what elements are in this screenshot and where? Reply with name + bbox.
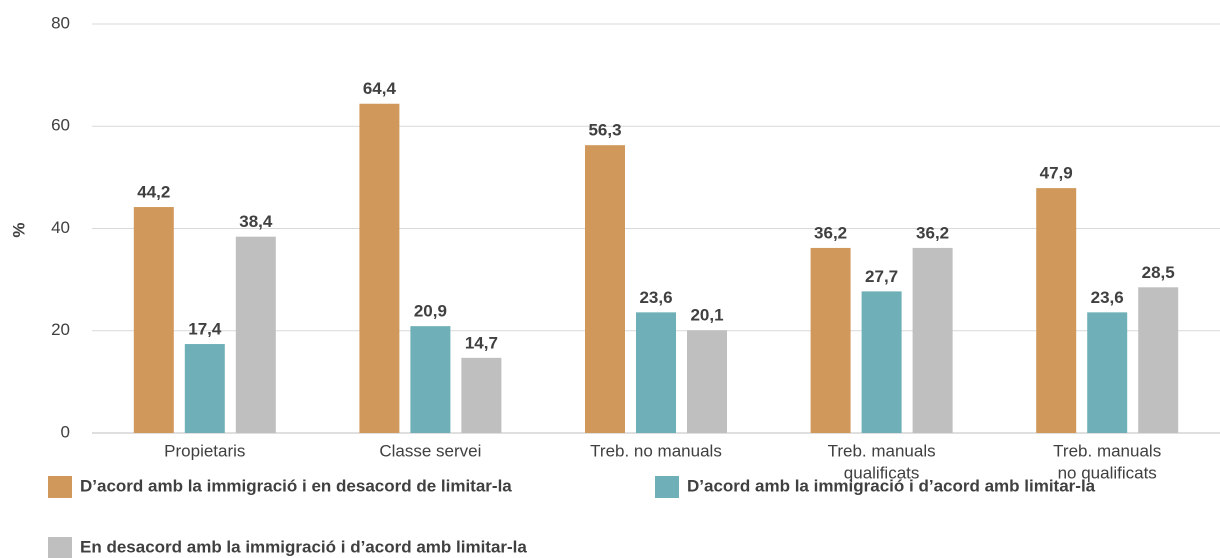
bar [585,145,625,433]
bar [636,312,676,433]
bar [810,247,851,433]
value-label: 36,2 [916,223,949,242]
legend-label: D’acord amb la immigració i d’acord amb … [687,476,1096,495]
legend-swatch [48,537,72,558]
legend-label: D’acord amb la immigració i en desacord … [80,476,512,495]
bar [461,357,502,433]
value-label: 44,2 [137,183,170,202]
value-label: 47,9 [1040,164,1073,183]
x-tick-label: Treb. no manuals [590,441,722,460]
bar [1087,312,1128,433]
bar [359,103,400,433]
x-tick-label: no qualificats [1058,463,1157,482]
value-label: 17,4 [188,320,222,339]
value-label: 38,4 [239,212,273,231]
x-tick-label: Treb. manuals [828,441,936,460]
bar [410,326,451,433]
value-label: 64,4 [363,79,397,98]
value-label: 56,3 [588,121,621,140]
y-tick-label: 80 [51,13,70,32]
bar [1138,287,1179,433]
bar [912,247,953,433]
legend-swatch [48,476,72,498]
bar [861,291,902,433]
bar [184,344,225,433]
legend-label: En desacord amb la immigració i d’acord … [80,537,527,556]
bar [687,330,727,433]
y-tick-label: 40 [51,218,70,237]
x-tick-label: Treb. manuals [1053,441,1161,460]
value-label: 27,7 [865,267,898,286]
value-label: 23,6 [639,288,672,307]
bar [133,207,174,433]
x-tick-label: qualificats [844,463,920,482]
value-label: 36,2 [814,223,847,242]
y-tick-label: 20 [51,320,70,339]
value-label: 23,6 [1091,288,1124,307]
y-tick-label: 0 [61,422,70,441]
bar [235,236,276,433]
x-tick-label: Propietaris [164,441,245,460]
legend-swatch [655,476,679,498]
value-label: 20,1 [690,306,723,325]
bar [1036,188,1077,433]
value-label: 28,5 [1142,263,1175,282]
y-axis-label: % [9,222,28,237]
value-label: 14,7 [465,333,498,352]
y-tick-label: 60 [51,116,70,135]
x-tick-label: Classe servei [379,441,481,460]
value-label: 20,9 [414,302,447,321]
